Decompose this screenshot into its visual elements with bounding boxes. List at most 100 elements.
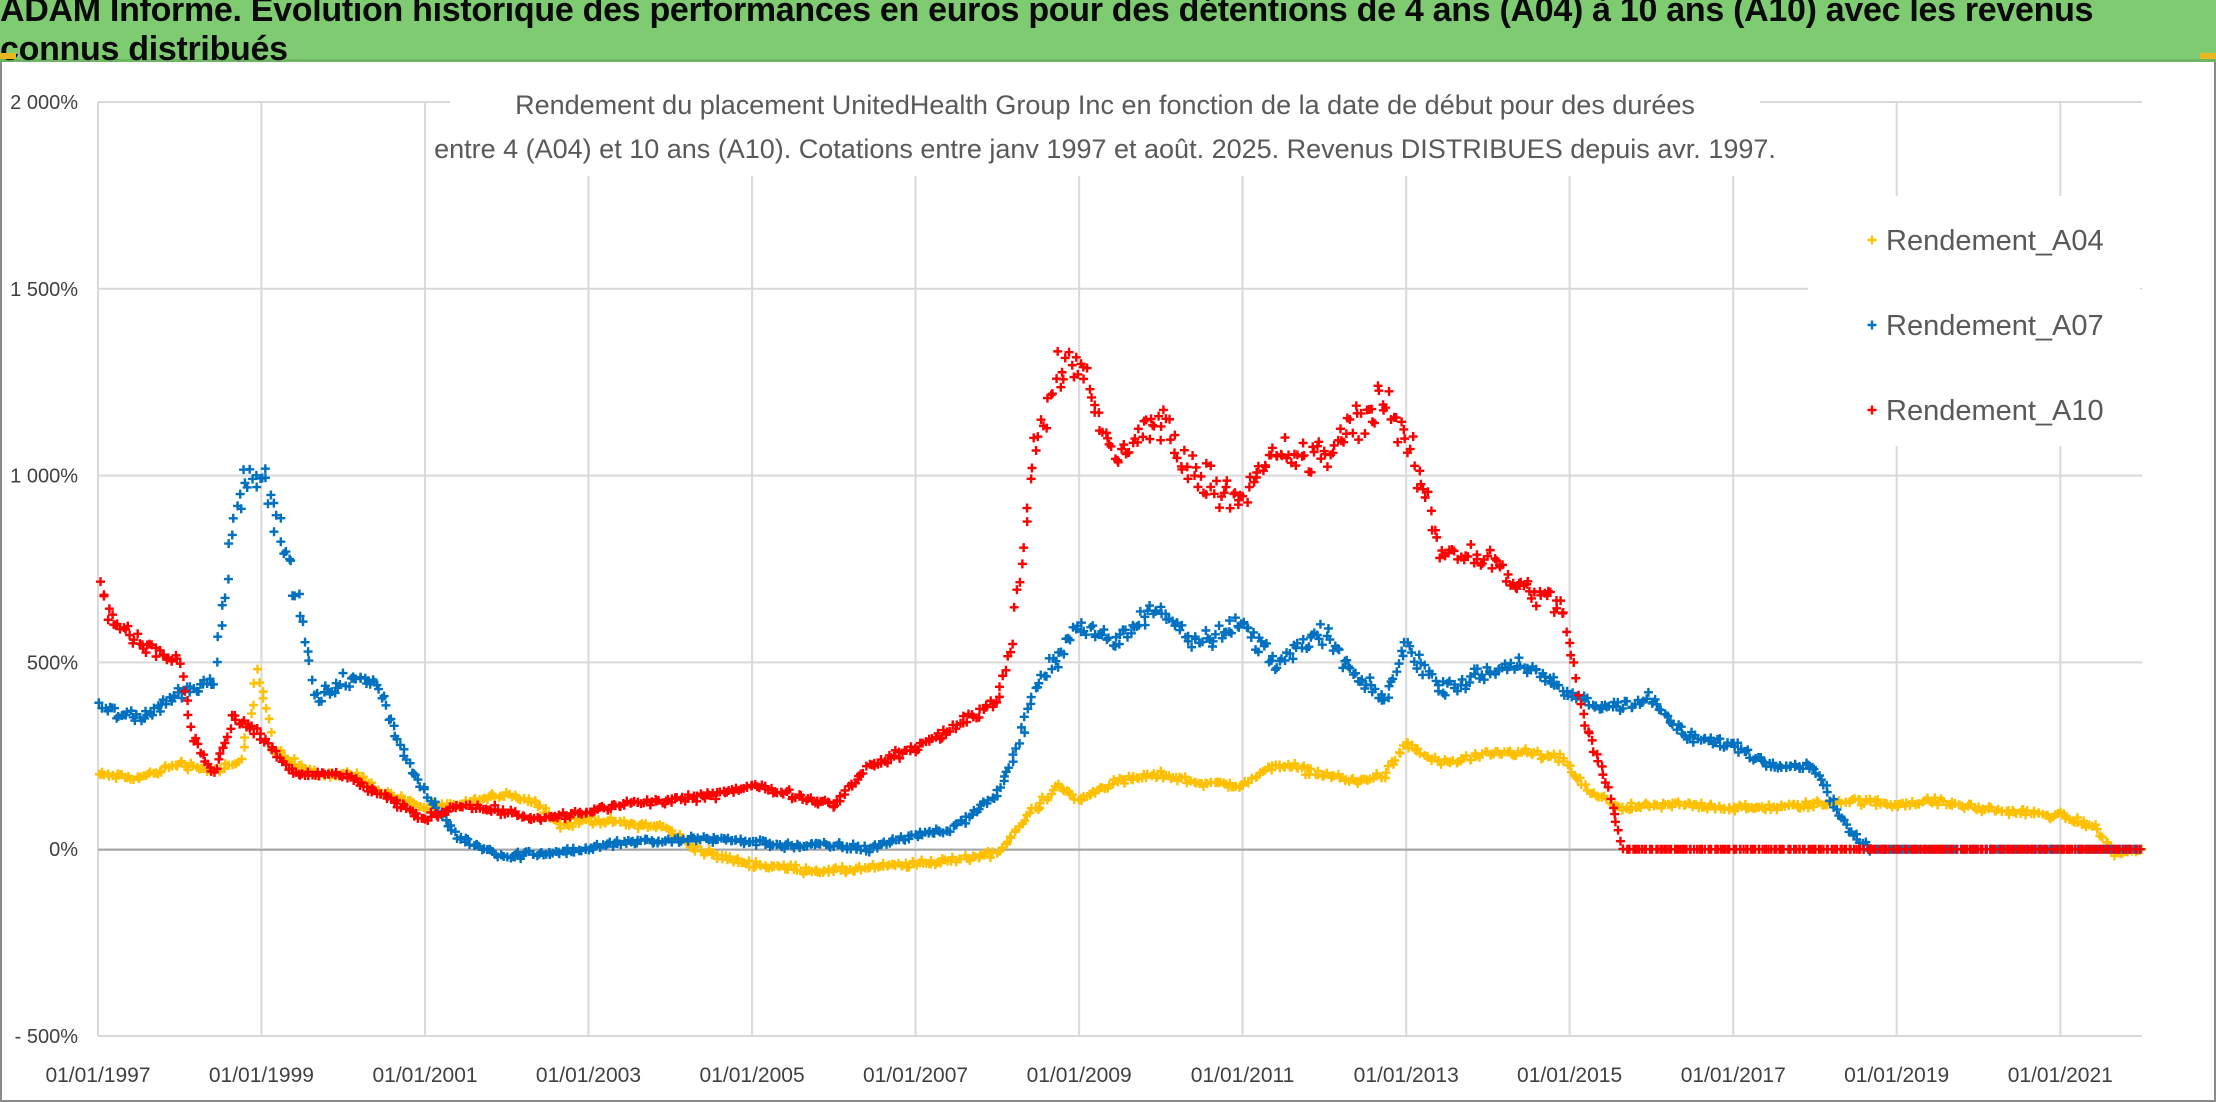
- series-marker: [392, 734, 402, 744]
- series-marker: [379, 691, 389, 701]
- series-marker: [419, 784, 429, 794]
- series-marker: [1372, 769, 1382, 779]
- y-tick-label: 500%: [27, 652, 78, 674]
- series-marker: [1058, 374, 1068, 384]
- series-marker: [125, 630, 135, 640]
- series-marker: [1466, 540, 1476, 550]
- series-marker: [1322, 768, 1332, 778]
- series-marker: [335, 679, 345, 689]
- series-marker: [405, 758, 415, 768]
- series-marker: [409, 769, 419, 779]
- series-marker: [411, 808, 421, 818]
- series-marker: [104, 604, 114, 614]
- series-marker: [1867, 235, 1877, 245]
- series-marker: [1291, 461, 1301, 471]
- series-marker: [1463, 552, 1473, 562]
- series-marker: [443, 806, 453, 816]
- series-marker: [1156, 435, 1166, 445]
- series-marker: [264, 714, 274, 724]
- series-marker: [123, 621, 133, 631]
- series-marker: [193, 739, 203, 749]
- series-rendement-a04: [94, 664, 2147, 879]
- series-marker: [1208, 636, 1218, 646]
- series-marker: [1012, 585, 1022, 595]
- series-marker: [1008, 639, 1018, 649]
- series-marker: [94, 698, 104, 708]
- series-marker: [1008, 750, 1018, 760]
- series-marker: [1381, 403, 1391, 413]
- series-marker: [1418, 484, 1428, 494]
- series-marker: [1299, 450, 1309, 460]
- series-marker: [245, 464, 255, 474]
- series-marker: [1399, 424, 1409, 434]
- series-marker: [1398, 651, 1408, 661]
- series-marker: [1706, 733, 1716, 743]
- series-marker: [1170, 430, 1180, 440]
- x-tick-label: 01/01/2003: [536, 1064, 641, 1087]
- series-marker: [1158, 405, 1168, 415]
- series-marker: [1201, 489, 1211, 499]
- series-marker: [951, 820, 961, 830]
- series-marker: [1047, 664, 1057, 674]
- series-marker: [1839, 815, 1849, 825]
- series-marker: [1280, 655, 1290, 665]
- series-marker: [1146, 414, 1156, 424]
- series-marker: [1393, 437, 1403, 447]
- series-marker: [1345, 414, 1355, 424]
- series-marker: [858, 768, 868, 778]
- series-marker: [215, 748, 225, 758]
- series-marker: [1554, 680, 1564, 690]
- y-tick-label: 2 000%: [10, 92, 78, 114]
- series-marker: [1006, 833, 1016, 843]
- series-marker: [255, 678, 265, 688]
- series-marker: [1088, 621, 1098, 631]
- x-tick-label: 01/01/2015: [1517, 1064, 1622, 1087]
- series-marker: [1743, 745, 1753, 755]
- series-marker: [1584, 728, 1594, 738]
- series-marker: [1239, 617, 1249, 627]
- series-marker: [1067, 790, 1077, 800]
- series-marker: [156, 767, 166, 777]
- series-marker: [1317, 640, 1327, 650]
- x-tick-label: 01/01/2019: [1844, 1064, 1949, 1087]
- series-marker: [619, 816, 629, 826]
- series-marker: [1140, 612, 1150, 622]
- x-tick-label: 01/01/1999: [209, 1064, 314, 1087]
- series-marker: [386, 714, 396, 724]
- series-marker: [1558, 756, 1568, 766]
- series-marker: [1249, 627, 1259, 637]
- series-marker: [1285, 648, 1295, 658]
- series-marker: [1405, 444, 1415, 454]
- series-marker: [1812, 796, 1822, 806]
- series-marker: [683, 836, 693, 846]
- series-marker: [276, 537, 286, 547]
- series-marker: [1154, 411, 1164, 421]
- series-marker: [1452, 686, 1462, 696]
- series-marker: [1087, 392, 1097, 402]
- series-marker: [1383, 761, 1393, 771]
- series-marker: [913, 745, 923, 755]
- series-marker: [1685, 732, 1695, 742]
- series-marker: [1101, 428, 1111, 438]
- series-marker: [381, 700, 391, 710]
- series-marker: [1292, 638, 1302, 648]
- series-marker: [198, 750, 208, 760]
- series-marker: [222, 732, 232, 742]
- series-marker: [1325, 635, 1335, 645]
- series-marker: [1764, 800, 1774, 810]
- series-marker: [1177, 464, 1187, 474]
- series-marker: [1477, 670, 1487, 680]
- series-marker: [1117, 444, 1127, 454]
- series-marker: [463, 834, 473, 844]
- series-marker: [1252, 467, 1262, 477]
- series-marker: [1187, 642, 1197, 652]
- series-marker: [1449, 546, 1459, 556]
- series-marker: [996, 783, 1006, 793]
- series-marker: [1026, 474, 1036, 484]
- series-marker: [1193, 482, 1203, 492]
- series-marker: [1168, 616, 1178, 626]
- series-marker: [1212, 476, 1222, 486]
- series-marker: [1219, 488, 1229, 498]
- series-marker: [1397, 417, 1407, 427]
- series-marker: [147, 710, 157, 720]
